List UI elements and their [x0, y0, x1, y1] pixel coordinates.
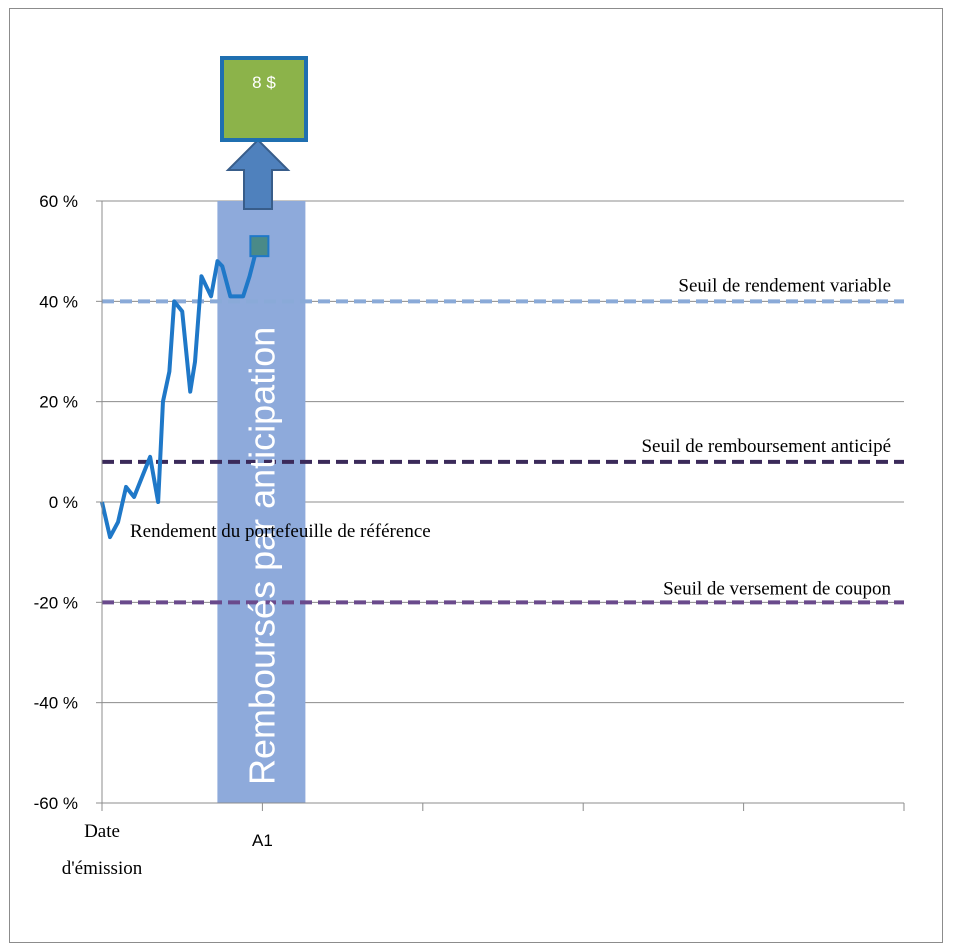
y-tick-label: 20 %: [39, 393, 78, 412]
callout-label: 8 $: [252, 73, 276, 92]
callout-arrow: [225, 138, 291, 210]
callout-box: 8 $: [220, 56, 308, 142]
y-tick-label: 0 %: [49, 493, 78, 512]
series-label: Rendement du portefeuille de référence: [130, 521, 431, 542]
threshold-label: Seuil de rendement variable: [678, 275, 891, 296]
series-group: [100, 235, 270, 540]
x-label-issue-date-line2: d'émission: [62, 858, 143, 879]
x-label-issue-date-line1: Date: [84, 821, 120, 842]
up-arrow: [225, 138, 291, 210]
y-tick-label: 60 %: [39, 192, 78, 211]
band-label: Remboursés par anticipation: [241, 327, 282, 785]
callout-rect: [220, 56, 308, 142]
series-end-marker: [249, 235, 270, 258]
y-tick-label: -20 %: [34, 593, 78, 612]
threshold-label: Seuil de remboursement anticipé: [641, 436, 891, 457]
threshold-label: Seuil de versement de coupon: [663, 578, 891, 599]
axes: 60 % 40 % 20 % 0 % -20 % -40 % -60 %: [34, 192, 905, 813]
y-tick-label: 40 %: [39, 292, 78, 311]
y-tick-label: -40 %: [34, 694, 78, 713]
threshold-lines: Seuil de rendement variable Seuil de remb…: [102, 275, 904, 605]
y-tick-label: -60 %: [34, 794, 78, 813]
x-label-a1: A1: [252, 831, 273, 850]
chart-frame: [9, 8, 943, 943]
